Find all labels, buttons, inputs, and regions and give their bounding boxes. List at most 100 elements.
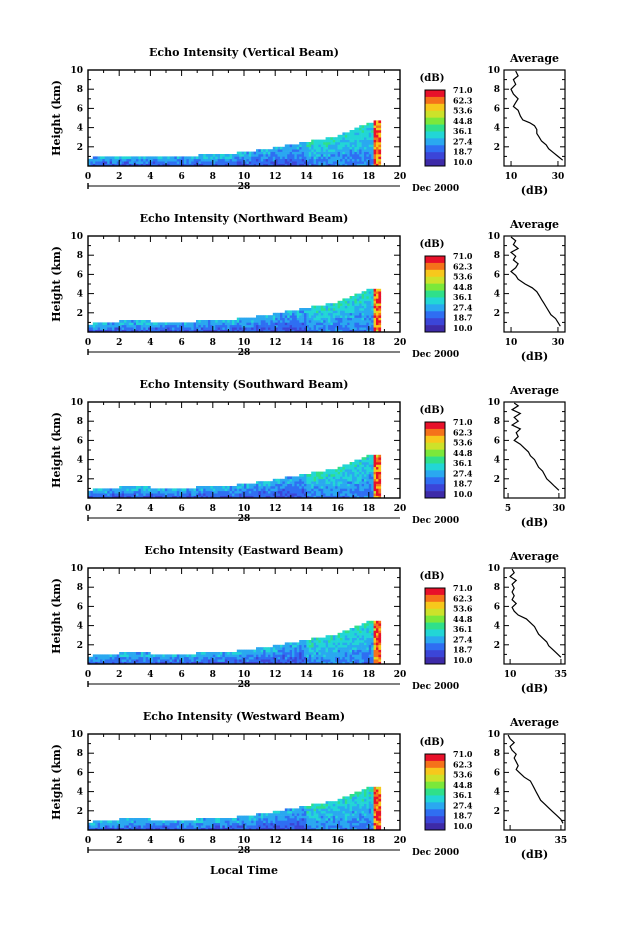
echo-cell bbox=[340, 300, 343, 304]
echo-cell bbox=[306, 310, 310, 314]
echo-cell bbox=[126, 486, 130, 489]
echo-cell bbox=[260, 488, 264, 492]
echo-cell bbox=[364, 137, 367, 140]
echo-cell bbox=[361, 478, 365, 482]
echo-cell bbox=[157, 822, 161, 826]
echo-cell bbox=[342, 827, 346, 831]
echo-cell bbox=[124, 659, 127, 662]
echo-cell bbox=[232, 156, 235, 160]
echo-cell bbox=[354, 481, 358, 484]
echo-cell bbox=[352, 659, 355, 662]
echo-cell bbox=[301, 329, 305, 333]
echo-cell bbox=[251, 156, 254, 160]
echo-cell bbox=[335, 818, 338, 821]
echo-cell bbox=[260, 647, 264, 650]
echo-cell bbox=[332, 142, 336, 145]
echo-cell bbox=[119, 656, 122, 660]
echo-cell bbox=[138, 661, 142, 665]
echo-cell bbox=[270, 490, 274, 494]
echo-cell bbox=[308, 815, 312, 819]
echo-cell bbox=[174, 329, 178, 333]
echo-cell bbox=[289, 488, 293, 492]
echo-cell bbox=[241, 654, 245, 658]
echo-cell bbox=[373, 644, 377, 648]
echo-cell bbox=[268, 813, 271, 816]
echo-cell bbox=[148, 825, 151, 828]
echo-cell bbox=[287, 493, 290, 496]
echo-cell bbox=[328, 312, 331, 316]
echo-cell bbox=[246, 827, 250, 831]
echo-cell bbox=[251, 322, 254, 326]
echo-cell bbox=[376, 158, 379, 162]
echo-cell bbox=[95, 825, 98, 828]
echo-cell bbox=[160, 493, 163, 496]
echo-cell bbox=[356, 654, 360, 658]
echo-cell bbox=[330, 471, 334, 475]
echo-cell bbox=[265, 163, 269, 167]
echo-cell bbox=[294, 158, 298, 162]
echo-cell bbox=[248, 486, 252, 489]
echo-cell bbox=[241, 490, 245, 494]
echo-cell bbox=[364, 317, 367, 321]
echo-cell bbox=[246, 327, 250, 330]
echo-cell bbox=[316, 640, 319, 643]
echo-cell bbox=[316, 471, 319, 475]
echo-cell bbox=[186, 324, 190, 328]
echo-cell bbox=[373, 122, 377, 126]
echo-cell bbox=[210, 825, 214, 828]
colorbar-swatch bbox=[425, 256, 445, 264]
echo-cell bbox=[143, 322, 146, 326]
echo-cell bbox=[119, 659, 122, 662]
echo-cell bbox=[184, 322, 187, 326]
echo-cell bbox=[241, 156, 245, 160]
echo-cell bbox=[311, 820, 314, 824]
echo-cell bbox=[347, 630, 350, 634]
x-tick-label: 6 bbox=[178, 670, 184, 680]
echo-cell bbox=[361, 142, 365, 145]
echo-cell bbox=[340, 644, 343, 648]
echo-cell bbox=[260, 827, 264, 831]
echo-cell bbox=[354, 630, 358, 634]
echo-cell bbox=[236, 163, 240, 167]
echo-cell bbox=[378, 486, 382, 489]
colorbar-swatch bbox=[425, 643, 445, 651]
echo-cell bbox=[347, 486, 350, 489]
echo-cell bbox=[263, 320, 266, 323]
echo-cell bbox=[337, 322, 341, 326]
echo-cell bbox=[208, 661, 211, 665]
echo-cell bbox=[337, 486, 341, 489]
echo-cell bbox=[347, 810, 350, 814]
echo-cell bbox=[260, 813, 264, 816]
echo-cell bbox=[275, 647, 278, 650]
echo-cell bbox=[104, 822, 108, 826]
echo-cell bbox=[260, 163, 264, 167]
echo-cell bbox=[364, 327, 367, 330]
echo-cell bbox=[227, 818, 230, 821]
echo-cell bbox=[304, 310, 307, 314]
echo-cell bbox=[92, 654, 96, 658]
echo-cell bbox=[301, 808, 305, 812]
echo-cell bbox=[253, 815, 257, 819]
echo-cell bbox=[128, 322, 132, 326]
echo-cell bbox=[205, 163, 209, 167]
echo-cell bbox=[299, 818, 302, 821]
echo-cell bbox=[311, 640, 314, 643]
echo-cell bbox=[301, 315, 305, 318]
echo-cell bbox=[366, 647, 370, 650]
echo-cell bbox=[186, 322, 190, 326]
echo-cell bbox=[133, 493, 137, 496]
echo-cell bbox=[222, 158, 226, 162]
date-month: Dec 2000 bbox=[412, 184, 459, 194]
echo-cell bbox=[356, 144, 360, 148]
panel-title: Echo Intensity (Vertical Beam) bbox=[149, 46, 339, 59]
echo-cell bbox=[196, 659, 199, 662]
echo-cell bbox=[107, 324, 110, 328]
echo-cell bbox=[148, 327, 151, 330]
echo-cell bbox=[373, 144, 377, 148]
echo-cell bbox=[340, 142, 343, 145]
echo-cell bbox=[292, 154, 295, 157]
echo-cell bbox=[277, 490, 281, 494]
echo-cell bbox=[371, 635, 374, 638]
echo-cell bbox=[260, 820, 264, 824]
x-tick-label: 18 bbox=[363, 338, 376, 348]
